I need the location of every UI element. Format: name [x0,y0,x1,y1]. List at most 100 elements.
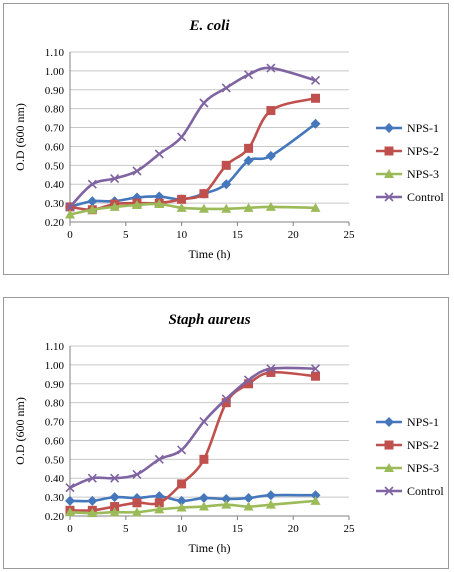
data-point [154,491,165,502]
series-nps-3 [65,495,321,518]
data-point [131,507,142,517]
y-axis-label: O.D (600 nm) [13,103,27,171]
data-point [221,83,231,93]
data-point [221,394,231,404]
data-point [265,499,276,509]
legend-marker [384,486,394,496]
y-tick-label: 1.10 [45,341,65,353]
x-tick-label: 5 [123,523,129,535]
data-point [243,155,254,166]
y-tick-label: 0.20 [45,217,65,229]
y-tick-label: 0.40 [45,473,65,485]
data-point [221,179,232,190]
data-point [176,202,187,212]
legend-item: NPS-1 [376,121,439,135]
data-point [221,499,232,509]
legend-label: Control [407,190,444,204]
data-point [154,498,164,508]
x-tick-label: 25 [344,523,356,535]
legend-item: NPS-2 [376,144,439,158]
data-point [310,490,321,501]
data-point [265,490,276,501]
data-point [65,209,75,219]
data-point [199,416,209,427]
data-point [109,201,120,211]
data-point [199,98,209,108]
data-point [221,160,231,170]
y-tick-label: 0.80 [45,398,65,410]
data-point [266,364,276,374]
y-tick-label: 0.80 [45,104,65,116]
data-point [310,495,321,505]
chart-title: Staph aureus [168,312,250,328]
data-point [244,379,254,389]
data-point [177,132,187,142]
data-point [65,483,75,493]
x-tick-label: 15 [232,229,244,241]
data-point [244,143,254,153]
ecoli-chart-panel: E. coli 0.20 0.30 0.40 0.50 0.60 0.70 0.80 0.90 1… [3,3,449,275]
legend-item: Control [376,484,444,498]
legend-item: NPS-3 [376,167,439,181]
legend-marker [384,146,394,156]
series-control [65,364,321,493]
x-tick-label: 25 [344,229,356,241]
data-point [154,149,164,159]
legend-label: NPS-2 [407,438,439,452]
series-line [69,66,316,208]
data-point [243,202,254,212]
legend-label: Control [407,484,444,498]
x-tick-label: 20 [288,523,300,535]
y-tick-label: 0.30 [45,492,65,504]
y-tick-label: 0.30 [45,198,65,210]
legend-label: NPS-3 [407,461,439,475]
data-point [310,75,321,85]
data-point [266,63,276,73]
data-point [176,502,187,512]
data-point [65,507,75,517]
data-point [132,166,142,176]
data-point [243,493,254,504]
data-point [87,508,98,518]
legend-label: NPS-2 [407,144,439,158]
data-point [87,473,97,483]
x-axis-label: Time (h) [189,247,231,261]
data-point [199,189,209,199]
data-point [154,504,165,514]
data-point [199,454,209,464]
x-tick-label: 0 [67,523,73,535]
legend-item: NPS-3 [376,461,439,475]
legend-label: NPS-1 [407,121,439,135]
data-point [132,498,142,508]
data-point [87,196,98,207]
data-point [110,173,120,184]
data-point [87,204,98,214]
data-point [265,201,276,211]
data-point [109,507,120,517]
data-point [311,93,321,103]
data-point [154,199,165,209]
series-nps-1 [65,490,321,506]
x-tick-label: 10 [176,523,188,535]
data-point [243,501,254,511]
data-point [87,179,97,189]
legend-item: Control [376,190,444,204]
legend-marker [384,417,394,427]
data-point [310,364,321,374]
data-point [266,106,276,116]
legend-marker [384,192,394,202]
legend-item: NPS-2 [376,438,439,452]
data-point [310,202,321,212]
series-line [69,97,316,212]
series-nps-3 [65,199,321,219]
data-point [310,118,321,129]
data-point [311,371,321,381]
data-point [131,200,142,209]
y-axis-label: O.D (600 nm) [13,397,27,465]
chart-title: E. coli [189,18,231,34]
data-point [177,479,187,489]
y-tick-label: 0.70 [45,123,65,135]
data-point [198,501,209,511]
series-line [69,366,316,489]
y-tick-label: 0.90 [45,379,65,391]
